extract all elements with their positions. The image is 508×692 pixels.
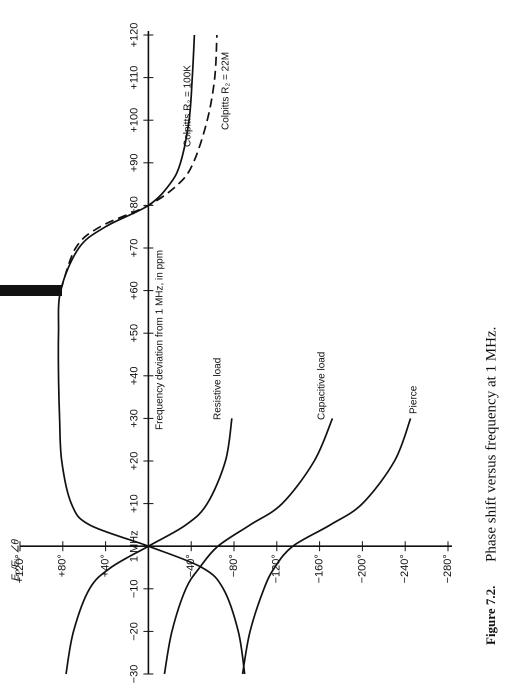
caption-number: Figure 7.2.	[483, 586, 498, 645]
y-tick-label: −280°	[442, 554, 454, 583]
series-label: Capacitive load	[317, 352, 328, 420]
scan-artifact	[0, 285, 62, 296]
x-tick-label: +20	[128, 452, 140, 471]
curve	[241, 418, 412, 675]
y-tick-label: +120°	[14, 554, 26, 583]
rotated-chart: Figure 7.2. Phase shift versus frequency…	[11, 23, 500, 684]
x-tick-label: +120	[128, 23, 140, 48]
y-tick-label: −40°	[185, 554, 197, 577]
x-tick-label: +30	[128, 409, 140, 428]
y-axis-label: E₀/Eᵢ, ∠θ	[11, 539, 22, 581]
y-tick-label: −80°	[228, 554, 240, 577]
x-tick-label: +100	[128, 108, 140, 133]
y-tick-label: +40°	[100, 554, 112, 577]
curve	[59, 34, 218, 291]
series-label: Colpitts R₂ = 100K	[183, 65, 194, 147]
x-tick-label: 1 MHz	[128, 530, 140, 562]
x-tick-label: +50	[128, 324, 140, 343]
series-label: Resistive load	[213, 358, 224, 420]
y-tick-label: −160°	[314, 554, 326, 583]
x-tick-label: +10	[128, 494, 140, 513]
curve	[65, 418, 233, 675]
x-tick-label: −10	[128, 579, 140, 598]
x-tick-label: +60	[128, 281, 140, 300]
x-axis-label: Frequency deviation from 1 MHz, in ppm	[155, 250, 166, 430]
x-tick-label: +40	[128, 366, 140, 385]
y-tick-label: −200°	[356, 554, 368, 583]
x-tick-label: −20	[128, 622, 140, 641]
curve	[57, 34, 246, 675]
series-label: Colpitts R₂ = 22M	[221, 52, 232, 130]
x-tick-label: −30	[128, 665, 140, 684]
curve	[163, 418, 334, 675]
x-tick-label: +90	[128, 153, 140, 172]
y-tick-label: +80°	[57, 554, 69, 577]
caption: Phase shift versus frequency at 1 MHz.	[483, 327, 499, 562]
y-tick-label: −240°	[399, 554, 411, 583]
series-label: Pierce	[409, 385, 420, 414]
x-tick-label: +110	[128, 66, 140, 90]
x-tick-label: +70	[128, 239, 140, 258]
